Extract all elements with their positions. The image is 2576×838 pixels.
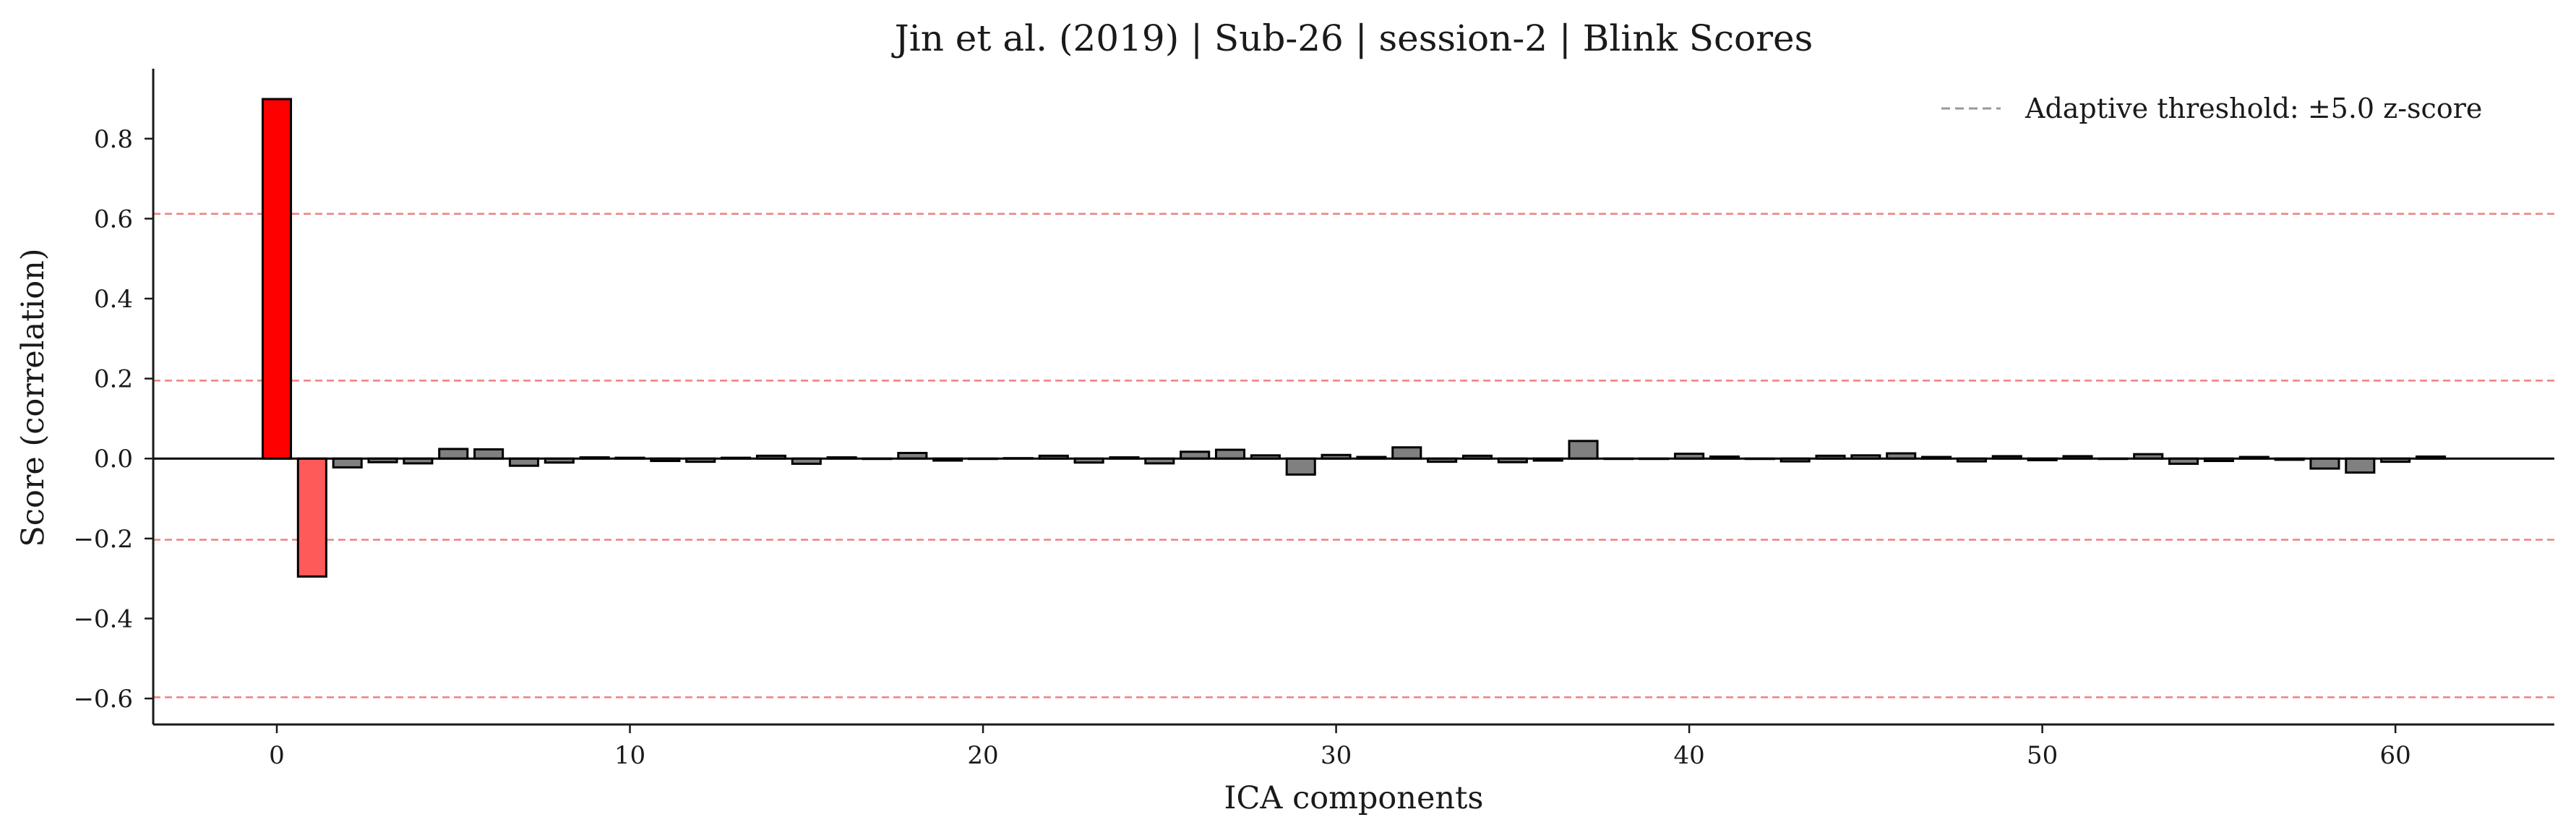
- axes: [152, 69, 2554, 726]
- y-axis-label: Score (correlation): [15, 248, 51, 547]
- y-tick-label: −0.6: [73, 685, 133, 714]
- threshold-lines: [153, 213, 2554, 698]
- legend-label: Adaptive threshold: ±5.0 z-score: [2025, 93, 2482, 124]
- bar: [1391, 446, 1422, 460]
- bar: [261, 98, 293, 460]
- bar: [1214, 448, 1246, 460]
- x-tick-label: 0: [269, 741, 285, 770]
- y-tick-label: 0.4: [94, 285, 133, 314]
- y-tick-label: 0.8: [94, 125, 133, 154]
- bar: [473, 448, 505, 460]
- y-tick-label: −0.2: [73, 525, 133, 554]
- y-tick-label: 0.2: [94, 365, 133, 394]
- y-tick-label: 0.0: [94, 445, 133, 474]
- bar: [1568, 440, 1599, 460]
- x-tick-label: 40: [1673, 741, 1704, 770]
- x-tick-label: 50: [2027, 741, 2058, 770]
- y-ticks: −0.6 −0.4 −0.2 0.0 0.2 0.4 0.6 0.8: [73, 125, 153, 714]
- bar: [2309, 457, 2340, 470]
- x-tick-label: 20: [967, 741, 998, 770]
- x-axis-label: ICA components: [1224, 780, 1484, 816]
- legend: Adaptive threshold: ±5.0 z-score: [1941, 93, 2482, 124]
- bar: [438, 448, 469, 460]
- bar: [1285, 457, 1316, 476]
- x-tick-label: 60: [2380, 741, 2411, 770]
- bar: [332, 457, 363, 469]
- chart-title: Jin et al. (2019) | Sub-26 | session-2 |…: [891, 17, 1813, 59]
- bar: [296, 457, 327, 578]
- y-tick-label: 0.6: [94, 205, 133, 234]
- x-tick-label: 10: [614, 741, 645, 770]
- x-tick-label: 30: [1321, 741, 1352, 770]
- bar-series: [261, 98, 2447, 578]
- y-tick-label: −0.4: [73, 604, 133, 633]
- bar: [2345, 457, 2376, 474]
- x-ticks: 0 10 20 30 40 50 60: [269, 724, 2411, 770]
